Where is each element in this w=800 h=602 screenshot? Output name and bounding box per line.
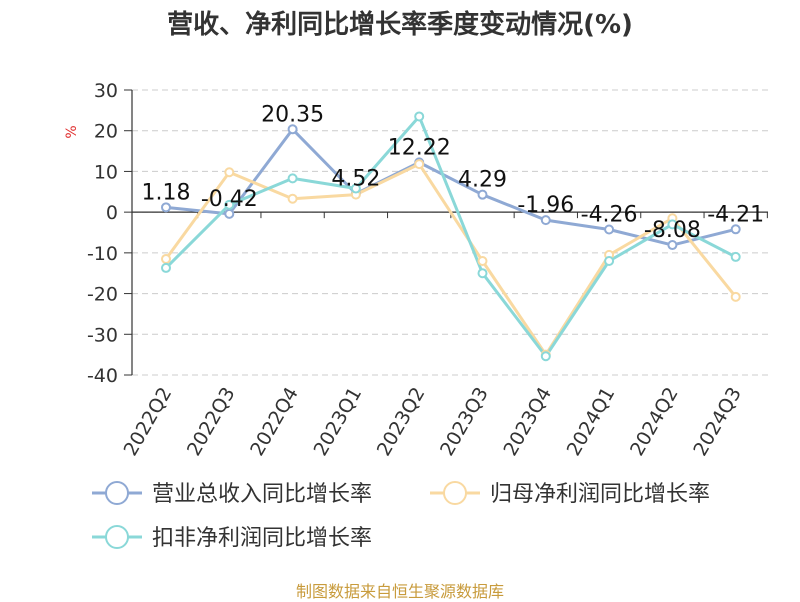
x-tick-label: 2023Q4: [499, 384, 556, 460]
series-line-3: [164, 114, 737, 358]
y-tick-label: 10: [94, 161, 118, 183]
data-point: [414, 111, 425, 122]
y-tick-label: 30: [94, 80, 118, 102]
data-label: -4.26: [581, 202, 638, 227]
y-axis-unit: %: [64, 125, 80, 138]
y-tick-label: 0: [106, 202, 118, 224]
data-point: [224, 199, 235, 210]
data-point: [477, 189, 488, 200]
legend-label: 归母净利润同比增长率: [490, 482, 710, 507]
x-tick-label: 2023Q1: [309, 384, 366, 460]
data-label: 4.29: [458, 168, 507, 193]
x-tick-label: 2022Q2: [120, 384, 177, 460]
chart-title: 营收、净利同比增长率季度变动情况(%): [167, 10, 633, 40]
data-label: -0.42: [201, 187, 258, 212]
legend-label: 扣非净利润同比增长率: [152, 526, 372, 551]
data-label: 20.35: [261, 102, 324, 127]
x-tick-label: 2023Q2: [373, 384, 430, 460]
data-label: 1.18: [142, 180, 191, 205]
data-point: [161, 202, 171, 213]
data-label: -1.96: [517, 193, 574, 218]
data-point: [604, 224, 615, 235]
data-point: [730, 251, 741, 262]
data-point: [224, 208, 235, 219]
data-point: [414, 159, 425, 170]
data-label: -4.21: [707, 202, 764, 227]
y-tick-label: -10: [87, 243, 118, 265]
data-point: [287, 193, 298, 204]
data-point: [161, 253, 171, 264]
data-label: 12.22: [388, 135, 451, 160]
data-point: [287, 124, 298, 135]
data-label: 4.52: [331, 167, 380, 192]
data-point: [730, 291, 741, 302]
x-tick-label: 2024Q3: [689, 384, 746, 460]
data-point: [540, 215, 551, 226]
source-footer: 制图数据来自恒生聚源数据库: [295, 582, 504, 601]
x-tick-label: 2022Q3: [183, 384, 240, 460]
data-point: [540, 351, 551, 362]
legend-marker: [105, 525, 129, 549]
legend-marker: [105, 481, 129, 505]
data-point: [477, 268, 488, 279]
y-tick-label: 20: [94, 121, 118, 143]
data-point: [350, 183, 361, 194]
x-tick-label: 2022Q4: [246, 384, 303, 460]
data-point: [477, 256, 488, 266]
data-point: [667, 240, 678, 251]
data-point: [730, 224, 741, 235]
data-point: [224, 167, 235, 178]
data-point: [161, 262, 171, 273]
data-point: [604, 256, 615, 266]
y-tick-label: -30: [87, 324, 118, 346]
data-label: -8.08: [644, 218, 701, 243]
x-tick-label: 2024Q2: [626, 384, 683, 460]
legend-marker: [443, 481, 467, 505]
data-point: [667, 219, 678, 230]
data-point: [287, 173, 298, 184]
x-tick-label: 2024Q1: [563, 384, 620, 460]
legend-label: 营业总收入同比增长率: [152, 482, 372, 507]
y-tick-label: -20: [87, 284, 118, 306]
series-line-2: [164, 162, 737, 357]
x-tick-label: 2023Q3: [436, 384, 493, 460]
y-tick-label: -40: [87, 365, 118, 387]
